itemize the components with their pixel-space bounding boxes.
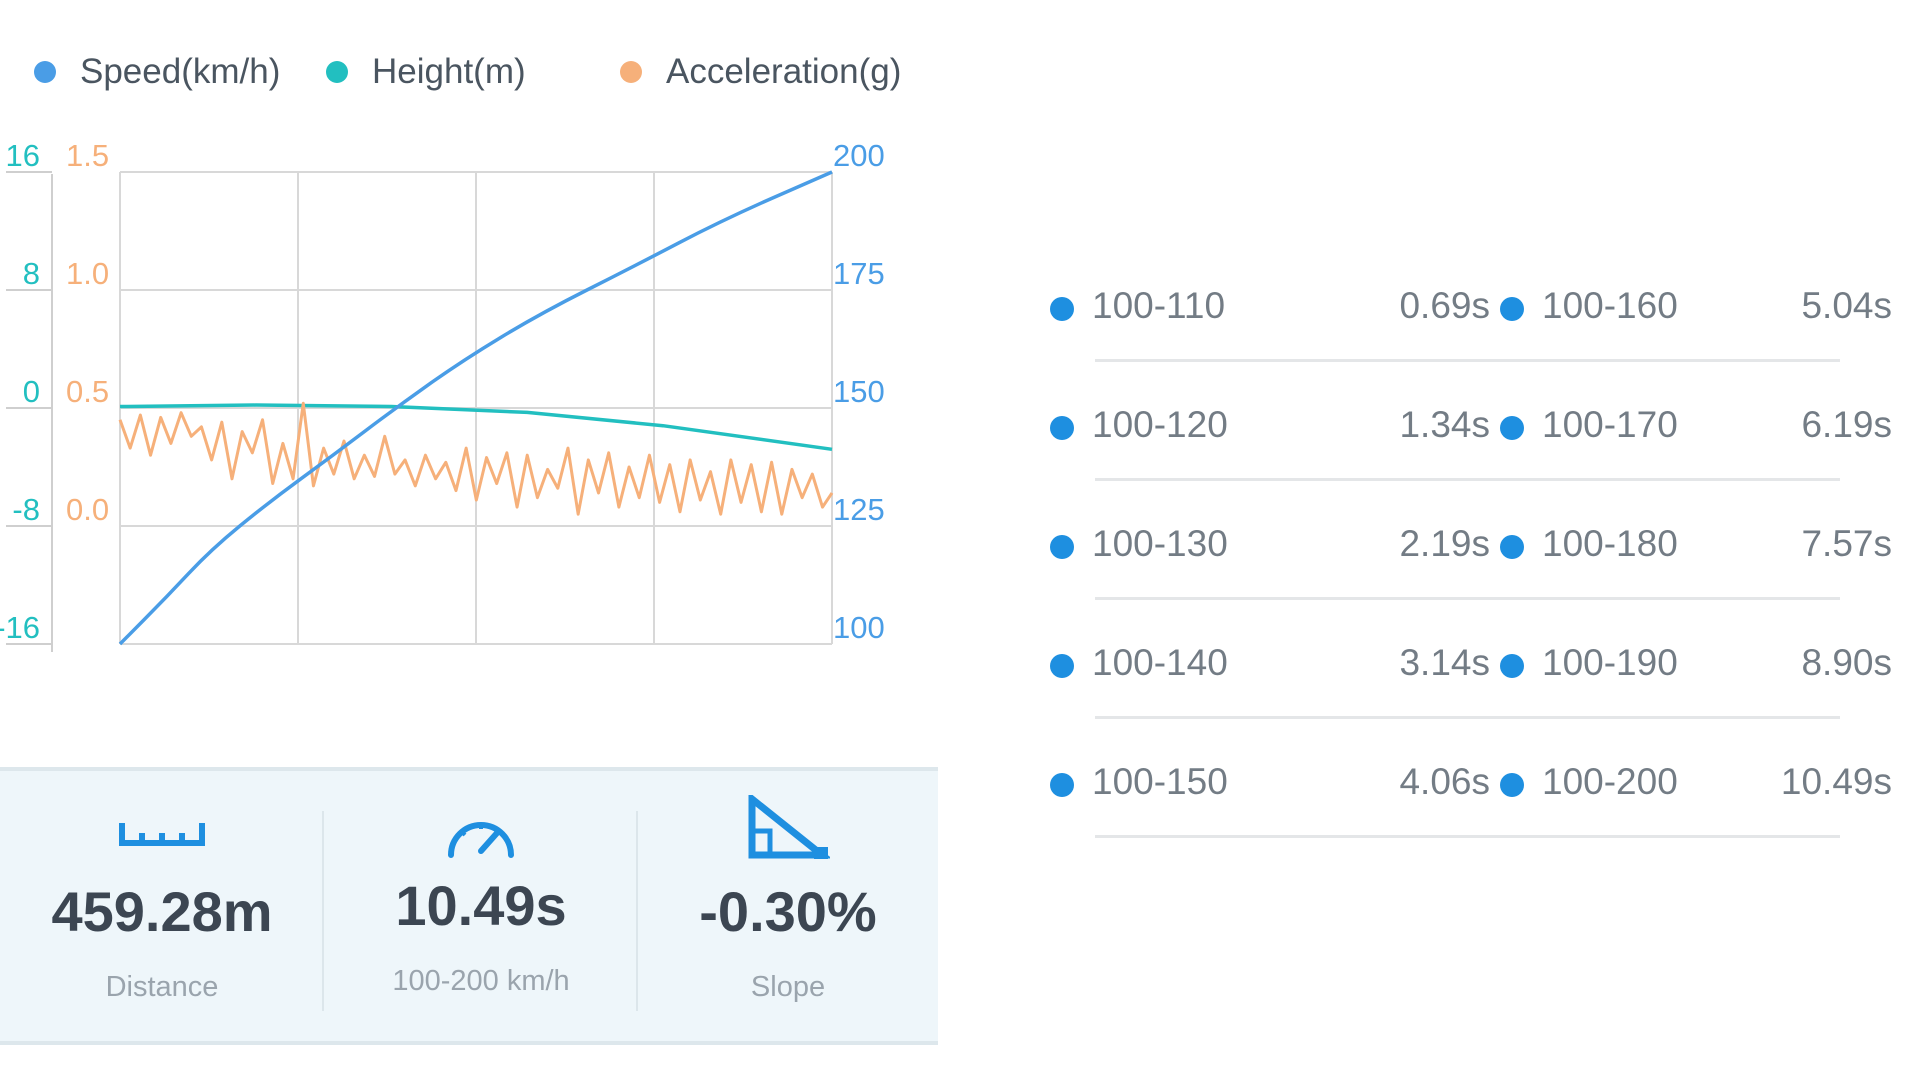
speed-tick-label: 125 (833, 492, 885, 527)
accel-tick-label: 0.5 (66, 374, 109, 409)
ruler-icon (119, 823, 205, 846)
stat-slope: -0.30% Slope (638, 771, 938, 1041)
split-time: 10.49s (1780, 761, 1892, 802)
stat-distance: 459.28m Distance (0, 771, 324, 1041)
height-tick-label: -8 (12, 492, 40, 527)
split-time: 3.14s (1399, 642, 1490, 683)
speed-tick-label: 175 (833, 256, 885, 291)
speedometer-icon (448, 822, 514, 858)
row-divider (1095, 597, 1840, 600)
legend-speed-dot-icon (34, 61, 56, 83)
legend-item-speed[interactable]: Speed(km/h) (34, 50, 280, 94)
stat-divider (322, 811, 324, 1011)
chart-grid (119, 171, 833, 645)
speed-tick-label: 100 (833, 610, 885, 645)
list-item: 100-140 3.14s 100-190 8.90s (1040, 622, 1918, 741)
split-range: 100-150 (1092, 761, 1228, 802)
split-range: 100-140 (1092, 642, 1228, 683)
split-time: 0.69s (1399, 285, 1490, 326)
bullet-icon (1050, 297, 1074, 321)
time-label: 100-200 km/h (392, 965, 570, 997)
split-range: 100-160 (1542, 285, 1678, 326)
speed-series-line (118, 170, 833, 646)
legend-item-height[interactable]: Height(m) (326, 50, 526, 94)
accel-tick-label: 0.0 (66, 492, 109, 527)
height-tick-label: 0 (23, 374, 40, 409)
split-range: 100-130 (1092, 523, 1228, 564)
split-time: 2.19s (1399, 523, 1490, 564)
list-item: 100-120 1.34s 100-170 6.19s (1040, 384, 1918, 503)
row-divider (1095, 835, 1840, 838)
bullet-icon (1050, 773, 1074, 797)
legend-height-dot-icon (326, 61, 348, 83)
split-time: 5.04s (1801, 285, 1892, 326)
row-divider (1095, 478, 1840, 481)
stats-panel: 459.28m Distance 10.49s 100-200 km/h -0.… (0, 767, 938, 1045)
legend-acceleration-label: Acceleration(g) (666, 52, 902, 91)
stat-time: 10.49s 100-200 km/h (324, 771, 638, 1041)
split-range: 100-180 (1542, 523, 1678, 564)
list-item: 100-110 0.69s 100-160 5.04s (1040, 265, 1918, 384)
legend-item-acceleration[interactable]: Acceleration(g) (620, 50, 901, 94)
speed-tick-label: 150 (833, 374, 885, 409)
chart-series (118, 170, 834, 646)
split-time: 8.90s (1801, 642, 1892, 683)
distance-label: Distance (105, 971, 219, 1003)
acceleration-series-line (118, 401, 834, 516)
split-range: 100-190 (1542, 642, 1678, 683)
performance-chart: 16 8 0 -8 -16 1.5 1.0 0.5 0.0 200 175 150 125 100 (0, 138, 885, 652)
stat-divider (636, 811, 638, 1011)
split-range: 100-120 (1092, 404, 1228, 445)
accel-tick-label: 1.5 (66, 138, 109, 173)
slope-label: Slope (750, 971, 826, 1003)
distance-value: 459.28m (51, 880, 273, 943)
slope-icon (748, 795, 830, 859)
legend-speed-label: Speed(km/h) (80, 52, 281, 91)
split-range: 100-200 (1542, 761, 1678, 802)
height-tick-label: 16 (6, 138, 40, 173)
height-axis (6, 171, 53, 652)
row-divider (1095, 359, 1840, 362)
speed-tick-label: 200 (833, 138, 885, 173)
bullet-icon (1500, 416, 1524, 440)
slope-value: -0.30% (699, 880, 877, 943)
chart-tick-labels: 16 8 0 -8 -16 1.5 1.0 0.5 0.0 200 175 150 125 100 (0, 138, 885, 645)
height-tick-label: -16 (0, 610, 40, 645)
bullet-icon (1050, 416, 1074, 440)
bullet-icon (1500, 773, 1524, 797)
split-time: 4.06s (1399, 761, 1490, 802)
legend-height-label: Height(m) (372, 52, 526, 91)
split-time: 1.34s (1399, 404, 1490, 445)
bullet-icon (1500, 654, 1524, 678)
list-item: 100-130 2.19s 100-180 7.57s (1040, 503, 1918, 622)
bullet-icon (1050, 654, 1074, 678)
bullet-icon (1050, 535, 1074, 559)
list-item: 100-150 4.06s 100-200 10.49s (1040, 741, 1918, 860)
legend-acceleration-dot-icon (620, 61, 642, 83)
split-range: 100-110 (1092, 285, 1226, 326)
height-series-line (119, 403, 833, 452)
bullet-icon (1500, 297, 1524, 321)
split-range: 100-170 (1542, 404, 1678, 445)
accel-tick-label: 1.0 (66, 256, 109, 291)
split-time: 6.19s (1801, 404, 1892, 445)
row-divider (1095, 716, 1840, 719)
time-value: 10.49s (395, 874, 567, 937)
split-time: 7.57s (1801, 523, 1892, 564)
height-tick-label: 8 (23, 256, 40, 291)
bullet-icon (1500, 535, 1524, 559)
